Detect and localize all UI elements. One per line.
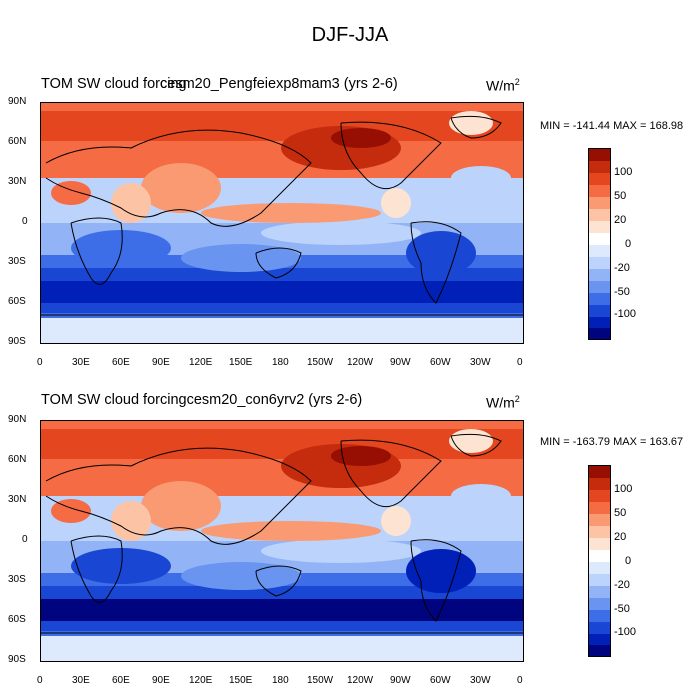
colorbar-label: -50 <box>614 286 630 298</box>
lon-label: 90E <box>152 357 170 368</box>
colorbar-label: -100 <box>614 308 637 320</box>
lon-label: 150E <box>229 675 253 686</box>
lon-label: 0 <box>517 675 523 686</box>
lat-label: 30S <box>8 256 26 267</box>
lon-label: 90W <box>390 357 411 368</box>
lon-label: 120E <box>189 675 213 686</box>
panel-1-minmax: MIN = -141.44 MAX = 168.98 <box>540 120 684 132</box>
colorbar-label: 100 <box>614 166 633 178</box>
lon-label: 0 <box>517 357 523 368</box>
colorbar-label: 0 <box>625 555 632 567</box>
figure-title: DJF-JJA <box>311 24 389 46</box>
colorbar-label: 50 <box>614 190 627 202</box>
lon-label: 60E <box>112 675 130 686</box>
lon-label: 30W <box>470 357 491 368</box>
colorbar-label: 20 <box>614 214 627 226</box>
colorbar-label: 100 <box>614 483 633 495</box>
panel-1-field <box>41 103 523 343</box>
lon-label: 30E <box>72 675 90 686</box>
colorbar-label: 20 <box>614 531 627 543</box>
lat-label: 0 <box>22 534 28 545</box>
lon-label: 120W <box>347 357 374 368</box>
lon-label: 150E <box>229 357 253 368</box>
lon-label: 180 <box>272 357 289 368</box>
lon-label: 120W <box>347 675 374 686</box>
lat-label: 90S <box>8 654 26 665</box>
panel-2-colorbar <box>588 465 611 657</box>
colorbar-label: -50 <box>614 603 630 615</box>
colorbar-label: -20 <box>614 579 630 591</box>
lat-label: 30N <box>8 494 27 505</box>
lon-label: 30W <box>470 675 491 686</box>
lon-label: 150W <box>307 675 334 686</box>
lat-label: 30N <box>8 176 27 187</box>
colorbar-label: -100 <box>614 626 637 638</box>
colorbar-label: -20 <box>614 262 630 274</box>
lat-label: 90N <box>8 96 27 107</box>
lon-label: 60W <box>430 675 451 686</box>
lon-label: 90E <box>152 675 170 686</box>
panel-1-map <box>40 102 524 344</box>
lon-label: 90W <box>390 675 411 686</box>
lon-label: 60W <box>430 357 451 368</box>
panel-1-colorbar <box>588 148 611 340</box>
lon-label: 30E <box>72 357 90 368</box>
lon-label: 120E <box>189 357 213 368</box>
panel-1-case: cesm20_Pengfeiexp8mam3 (yrs 2-6) <box>160 76 398 92</box>
lat-label: 60S <box>8 296 26 307</box>
colorbar-label: 0 <box>625 238 632 250</box>
lat-label: 90N <box>8 414 27 425</box>
lat-label: 0 <box>22 216 28 227</box>
lon-label: 60E <box>112 357 130 368</box>
colorbar-label: 50 <box>614 507 627 519</box>
panel-2-field <box>41 421 523 661</box>
lon-label: 180 <box>272 675 289 686</box>
panel-1-units: W/m2 <box>486 77 520 94</box>
lat-label: 60S <box>8 614 26 625</box>
lat-label: 90S <box>8 336 26 347</box>
lat-label: 30S <box>8 574 26 585</box>
panel-2-title: TOM SW cloud forcingcesm20_con6yrv2 (yrs… <box>41 392 363 408</box>
panel-2-map <box>40 420 524 662</box>
lon-label: 150W <box>307 357 334 368</box>
panel-2-minmax: MIN = -163.79 MAX = 163.67 <box>540 436 684 448</box>
lat-label: 60N <box>8 136 27 147</box>
lon-label: 0 <box>37 357 43 368</box>
panel-2-units: W/m2 <box>486 394 520 411</box>
lon-label: 0 <box>37 675 43 686</box>
panel-1-title: TOM SW cloud forcing <box>41 76 187 92</box>
lat-label: 60N <box>8 454 27 465</box>
